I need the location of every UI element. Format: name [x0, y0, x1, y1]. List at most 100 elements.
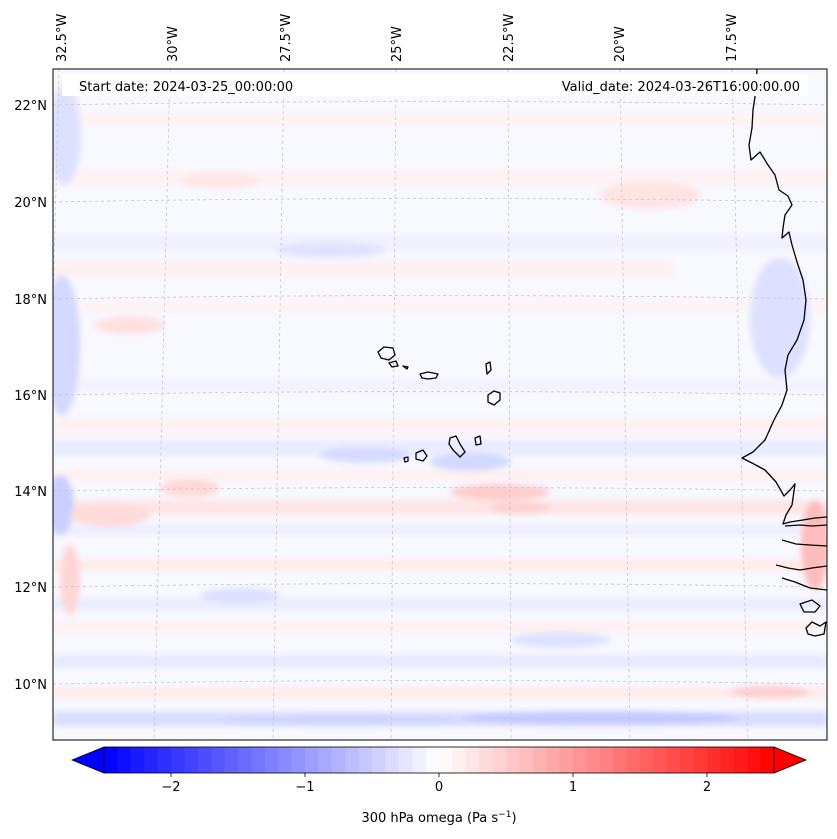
- colorbar-tick-label: −1: [295, 780, 314, 795]
- colorbar-ticks: −2 −1 0 1 2: [161, 773, 711, 795]
- guinea-coast: [805, 621, 827, 637]
- colorbar-band: [532, 747, 547, 773]
- colorbar-band: [720, 747, 735, 773]
- colorbar-band: [559, 747, 574, 773]
- lat-label: 10°N: [14, 678, 47, 693]
- maio: [474, 435, 482, 446]
- parallel-10n: [53, 680, 827, 685]
- parallel-22n: [53, 101, 827, 106]
- colorbar-band: [479, 747, 494, 773]
- colorbar-band: [157, 747, 172, 773]
- colorbar-band: [197, 747, 212, 773]
- header-box: [62, 74, 808, 96]
- colorbar-band: [398, 747, 413, 773]
- lat-label: 18°N: [14, 293, 47, 308]
- bijagos-islands: [799, 599, 821, 613]
- colorbar-band: [733, 747, 748, 773]
- lon-label: 25°W: [390, 26, 405, 62]
- start-date-text: Start date: 2024-03-25_00:00:00: [79, 80, 293, 95]
- colorbar-tick-label: −2: [161, 780, 180, 795]
- colorbar-band: [492, 747, 507, 773]
- meridian-22-5w: [507, 69, 512, 740]
- gridlines: [53, 69, 827, 740]
- colorbar-band: [680, 747, 695, 773]
- lat-label: 14°N: [14, 485, 47, 500]
- fogo: [415, 449, 428, 462]
- lon-label: 22.5°W: [502, 14, 517, 62]
- parallel-16n: [53, 391, 827, 396]
- meridian-25w: [390, 69, 397, 740]
- colorbar-band: [452, 747, 467, 773]
- colorbar-band: [666, 747, 681, 773]
- colorbar-band: [238, 747, 252, 773]
- colorbar-band: [586, 747, 601, 773]
- colorbar-tick-label: 0: [435, 780, 443, 795]
- latitude-labels: 22°N 20°N 18°N 16°N 14°N 12°N 10°N: [14, 99, 47, 693]
- lon-label: 20°W: [613, 26, 628, 62]
- gambia-river-north: [784, 524, 827, 527]
- parallel-14n: [53, 487, 827, 492]
- colorbar-band: [171, 747, 185, 773]
- lat-label: 12°N: [14, 581, 47, 596]
- colorbar-band: [747, 747, 762, 773]
- map-panel: Start date: 2024-03-25_00:00:00 Valid_da…: [52, 68, 828, 741]
- valid-date-text: Valid_date: 2024-03-26T16:00:00.00: [562, 80, 800, 95]
- santo-antao: [377, 346, 396, 361]
- colorbar-band: [291, 747, 306, 773]
- lat-label: 16°N: [14, 389, 47, 404]
- longitude-labels: 32.5°W 30°W 27.5°W 25°W 22.5°W 20°W 17.5…: [55, 14, 740, 62]
- map-frame: [52, 68, 828, 741]
- meridian-27-5w: [272, 69, 285, 740]
- colorbar-band: [653, 747, 668, 773]
- gambia-river-south: [781, 539, 827, 547]
- colorbar: −2 −1 0 1 2 300 hPa omega (Pa s−1): [70, 746, 808, 826]
- colorbar-band: [117, 747, 132, 773]
- colorbar-band: [425, 747, 440, 773]
- colorbar-band: [613, 747, 628, 773]
- lat-label: 20°N: [14, 196, 47, 211]
- colorbar-band: [439, 747, 453, 773]
- casamance-coast: [775, 564, 827, 571]
- lon-label: 27.5°W: [279, 14, 294, 62]
- colorbar-label: 300 hPa omega (Pa s−1): [361, 810, 516, 826]
- colorbar-extend-max: [773, 746, 808, 774]
- colorbar-band: [506, 747, 520, 773]
- colorbar-bands: [104, 747, 775, 773]
- sao-nicolau: [419, 371, 439, 380]
- colorbar-band: [599, 747, 614, 773]
- colorbar-band: [573, 747, 587, 773]
- colorbar-band: [345, 747, 360, 773]
- colorbar-band: [305, 747, 319, 773]
- colorbar-band: [251, 747, 266, 773]
- colorbar-band: [372, 747, 386, 773]
- guinea-bissau-coast: [781, 577, 827, 591]
- colorbar-band: [707, 747, 721, 773]
- colorbar-band: [211, 747, 226, 773]
- colorbar-band: [278, 747, 293, 773]
- colorbar-band: [465, 747, 480, 773]
- santa-luzia: [402, 365, 409, 370]
- colorbar-band: [331, 747, 346, 773]
- colorbar-band: [224, 747, 239, 773]
- colorbar-band: [640, 747, 654, 773]
- lon-label: 32.5°W: [55, 14, 70, 62]
- map-background: [53, 69, 827, 740]
- colorbar-band: [130, 747, 145, 773]
- parallel-18n: [53, 295, 827, 300]
- sao-vicente: [388, 360, 399, 368]
- colorbar-band: [626, 747, 641, 773]
- meridian-20w: [619, 69, 631, 740]
- colorbar-band: [144, 747, 159, 773]
- omega-field: [53, 85, 827, 726]
- colorbar-extend-min: [70, 746, 105, 774]
- colorbar-band: [318, 747, 333, 773]
- boa-vista: [487, 390, 501, 406]
- colorbar-band: [264, 747, 279, 773]
- coastlines: [377, 69, 827, 637]
- brava: [403, 456, 409, 463]
- colorbar-band: [546, 747, 561, 773]
- colorbar-band: [104, 747, 118, 773]
- santiago: [448, 435, 466, 458]
- colorbar-band: [412, 747, 427, 773]
